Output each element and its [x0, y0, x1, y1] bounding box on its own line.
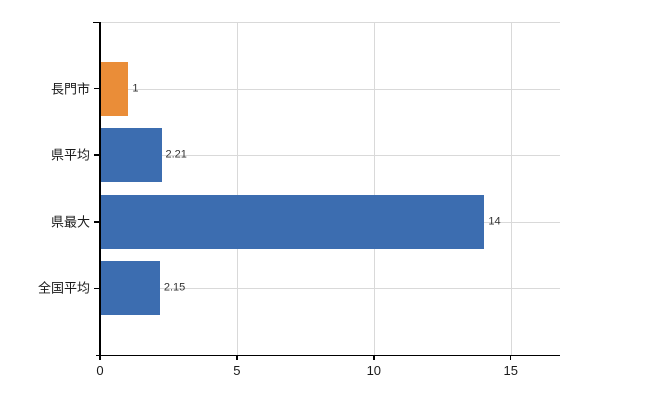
x-tick-label: 0	[96, 363, 104, 378]
x-gridline	[510, 22, 512, 355]
x-gridline	[236, 22, 238, 355]
y-gridline	[100, 88, 560, 90]
plot-area: 0 5 10 15 長門市 1 県平均 2.21 県最大 14 全国平均 2.15	[38, 21, 560, 377]
y-tick-mark	[94, 154, 100, 156]
x-axis-line	[96, 354, 560, 356]
bar	[101, 61, 129, 116]
x-tick-label: 10	[366, 363, 382, 378]
bar-value-label: 2.15	[163, 281, 186, 294]
x-tick-mark	[99, 355, 101, 360]
bar-value-label: 2.21	[165, 148, 187, 161]
x-gridline	[373, 22, 375, 355]
y-tick-mark	[94, 221, 100, 223]
y-axis-top-tick	[93, 21, 100, 23]
category-label: 全国平均	[37, 280, 90, 296]
plot-top-border	[100, 22, 560, 23]
bar	[101, 128, 162, 183]
y-axis-line	[99, 22, 101, 360]
x-tick-label: 5	[233, 363, 241, 378]
bar-value-label: 1	[132, 82, 139, 95]
x-tick-label: 15	[503, 363, 518, 378]
category-label: 県平均	[50, 147, 90, 163]
x-tick-mark	[509, 355, 512, 360]
category-label: 長門市	[50, 81, 90, 97]
y-tick-mark	[94, 87, 100, 90]
y-gridline	[100, 288, 560, 290]
x-tick-mark	[373, 355, 375, 360]
category-label: 県最大	[50, 214, 90, 230]
bar	[101, 261, 160, 316]
y-tick-mark	[94, 287, 100, 290]
bar-value-label: 14	[488, 215, 501, 228]
x-tick-mark	[236, 355, 238, 360]
bar	[101, 194, 485, 249]
y-gridline	[100, 155, 560, 157]
